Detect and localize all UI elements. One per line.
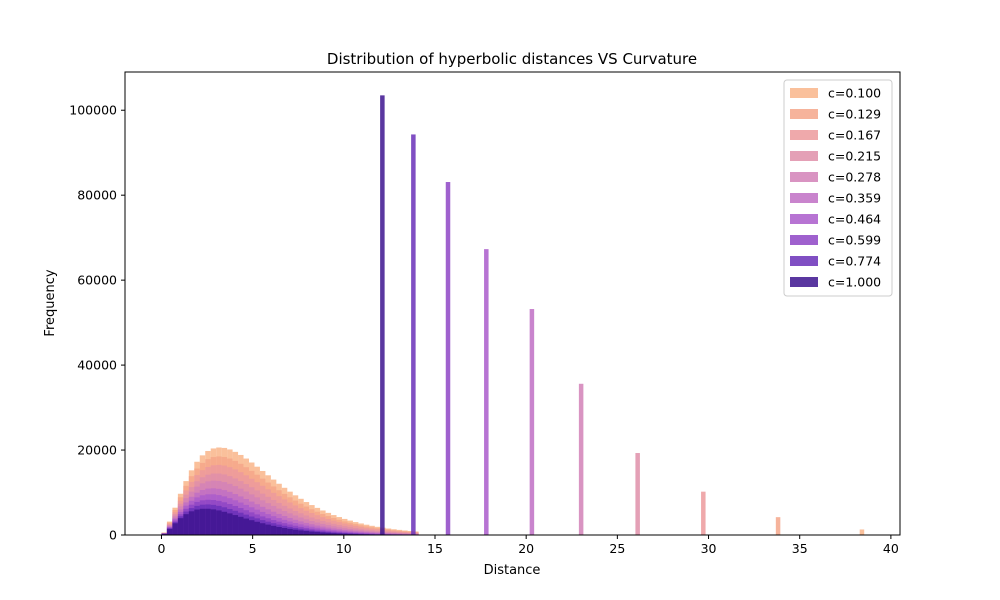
legend-label: c=0.129 [828,107,881,122]
legend-swatch [790,256,818,266]
x-tick-label: 30 [701,541,717,556]
histogram-bar [336,533,342,535]
histogram-bar [287,528,293,535]
spike-bar [445,182,451,535]
x-tick-label: 10 [336,541,352,556]
histogram-bar [194,509,200,535]
spike-bar [578,383,584,535]
legend-label: c=0.278 [828,170,881,185]
y-tick-label: 100000 [69,103,117,118]
y-tick-label: 0 [109,528,117,543]
histogram-bar [331,533,337,535]
y-axis-label: Frequency [43,269,58,336]
legend-label: c=0.167 [828,128,881,143]
legend-swatch [790,109,818,119]
x-tick-label: 15 [427,541,443,556]
spike-bar [529,309,535,535]
x-tick-label: 35 [792,541,808,556]
spike-bar [484,249,489,535]
x-axis-label: Distance [484,563,541,578]
legend-label: c=0.774 [828,254,881,269]
spike-bar [411,134,416,535]
histogram-bar [216,510,222,535]
histogram-bar [276,526,282,535]
series-c=1.000 [161,95,397,536]
legend-swatch [790,193,818,203]
histogram-bar [221,511,228,535]
histogram-bar [188,511,195,535]
histogram-bar [320,532,326,535]
legend-swatch [790,151,818,161]
histogram-bar [183,514,189,535]
histogram-bar [309,531,315,535]
legend-swatch [790,130,818,140]
legend-swatch [790,235,818,245]
spike-bar [859,529,865,535]
y-axis: 0 20000 40000 60000 80000 100000 [69,103,125,543]
histogram-bar [265,524,271,535]
legend-label: c=0.359 [828,191,881,206]
histogram-bar [270,525,277,535]
histogram-bar [227,513,233,535]
legend-label: c=0.464 [828,212,881,227]
histogram-bar [172,523,178,535]
y-tick-label: 20000 [77,443,117,458]
histogram-bar [259,523,266,535]
chart-title: Distribution of hyperbolic distances VS … [327,50,697,68]
spike-bar [635,453,640,535]
histogram-bar [254,521,260,535]
x-tick-label: 25 [609,541,625,556]
x-tick-label: 5 [249,541,257,556]
legend-swatch [790,277,818,287]
plot-frame [124,71,901,536]
histogram-bar [238,516,244,535]
histogram-bars [161,95,865,536]
histogram-bar [303,531,310,535]
histogram-bar [166,528,173,535]
spike-bar [775,517,781,535]
x-tick-label: 40 [883,541,899,556]
histogram-bar [249,520,255,535]
histogram-bar [232,515,239,535]
legend-label: c=0.599 [828,233,881,248]
legend-label: c=1.000 [828,275,881,290]
histogram-bar [298,530,304,535]
y-tick-label: 40000 [77,358,117,373]
histogram-bar [347,533,353,535]
histogram-bar [161,533,167,535]
histogram-bar [281,527,288,535]
histogram-bar [342,533,348,535]
legend-label: c=0.100 [828,86,881,101]
legend-label: c=0.215 [828,149,881,164]
legend: c=0.100 c=0.129 c=0.167 c=0.215 c=0.278 c=0.3… [783,79,893,297]
histogram-bar [292,529,299,535]
y-tick-label: 60000 [77,273,117,288]
x-tick-label: 0 [157,541,165,556]
histogram-bar [177,518,184,535]
spike-bar [380,95,385,536]
histogram-bar [199,508,206,535]
spike-bar [701,491,706,535]
histogram-bar [210,509,217,535]
histogram-bar [243,518,249,535]
y-tick-label: 80000 [77,188,117,203]
x-tick-label: 20 [518,541,534,556]
legend-swatch [790,88,818,98]
histogram-bar [325,532,332,535]
histogram-bar [314,532,321,535]
x-axis: 0 5 10 15 20 25 30 35 40 [157,535,899,556]
legend-swatch [790,172,818,182]
histogram-bar [205,508,211,535]
legend-swatch [790,214,818,224]
